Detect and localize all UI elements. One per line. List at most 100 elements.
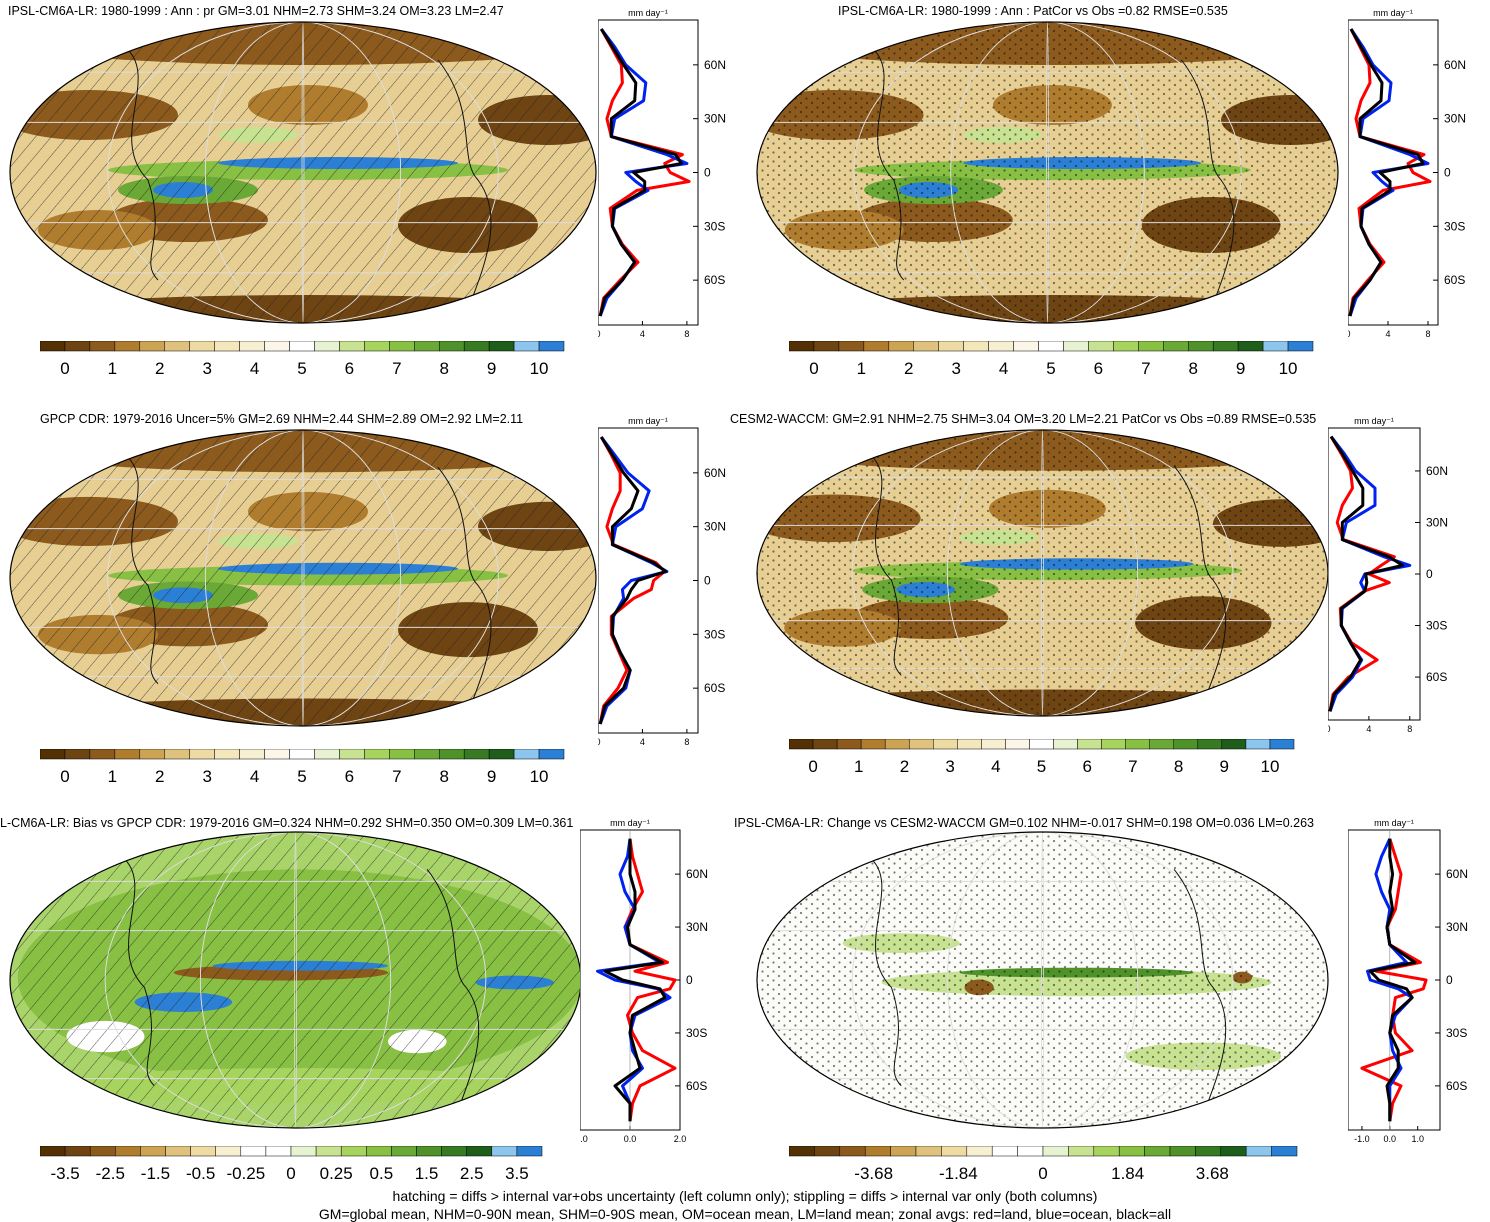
colorbar-swatch	[1149, 739, 1175, 750]
colorbar-swatch	[991, 1146, 1018, 1157]
colorbar-swatch	[988, 341, 1014, 352]
colorbar-label: 4	[250, 767, 259, 786]
colorbar-label: 8	[439, 359, 448, 378]
colorbar-swatch	[488, 749, 515, 760]
colorbar-swatch	[864, 1146, 891, 1157]
y-tick-label: 0	[686, 973, 693, 987]
colorbar-swatch	[933, 739, 958, 750]
colorbar-swatch	[139, 341, 166, 352]
colorbar-label: 0	[808, 757, 817, 776]
colorbar-label: -3.68	[854, 1164, 893, 1183]
y-tick-label: 60N	[1444, 58, 1466, 72]
colorbar-label: 7	[1141, 359, 1150, 378]
longitude-line	[851, 832, 1234, 1128]
world-map	[9, 21, 597, 324]
zonal-line-land	[598, 436, 667, 725]
colorbar-label: 8	[1174, 757, 1183, 776]
longitude-line	[851, 430, 1234, 716]
y-tick-label: 30S	[686, 1026, 707, 1040]
colorbar-swatch	[314, 341, 340, 352]
colorbar-label: 4	[991, 757, 1000, 776]
y-tick-label: 30S	[1426, 619, 1447, 633]
world-map	[9, 429, 597, 727]
y-tick-label: 60N	[704, 466, 726, 480]
colorbar-label: 6	[1094, 359, 1103, 378]
zonal-unit: mm day⁻¹	[1354, 416, 1394, 426]
x-tick-label: 0	[598, 329, 601, 339]
colorbar-swatch	[491, 1146, 518, 1157]
y-tick-label: 60S	[1444, 273, 1465, 287]
colorbar-label: 3	[202, 767, 211, 786]
y-tick-label: 30S	[704, 627, 725, 641]
colorbar-swatch	[389, 749, 415, 760]
colorbar: 0 1 2 3 4 5 6 7 8 9 10	[40, 749, 565, 786]
y-tick-label: 30S	[1444, 219, 1465, 233]
y-tick-label: 30N	[686, 920, 708, 934]
colorbar-label: 5	[1046, 359, 1055, 378]
colorbar-swatch	[264, 749, 290, 760]
colorbar-label: 9	[487, 767, 496, 786]
colorbar-swatch	[838, 341, 865, 352]
zonal-mean-plot: mm day⁻¹ 60N 30N 0 30S 60S -2.0 0.0 2.0	[580, 818, 708, 1144]
colorbar-label: 0	[286, 1164, 295, 1183]
colorbar-swatch	[789, 1146, 815, 1157]
y-tick-label: 60S	[704, 273, 725, 287]
colorbar-swatch	[1068, 1146, 1095, 1157]
colorbar-swatch	[314, 749, 340, 760]
colorbar-swatch	[89, 749, 116, 760]
coastline	[871, 859, 902, 1087]
colorbar-label: 1.84	[1111, 1164, 1144, 1183]
colorbar-swatch	[438, 749, 465, 760]
colorbar-swatch	[340, 1146, 367, 1157]
zonal-line-land	[1360, 838, 1428, 1122]
colorbar-label: 10	[1279, 359, 1298, 378]
colorbar-swatch	[1118, 1146, 1145, 1157]
x-tick-label: 0.0	[1384, 1134, 1397, 1144]
colorbar-label: 0	[60, 359, 69, 378]
x-tick-label: 0	[598, 737, 601, 747]
footer-line2: GM=global mean, NHM=0-90N mean, SHM=0-90…	[318, 1206, 1172, 1222]
zonal-mean-plot: mm day⁻¹ 60N 30N 0 30S 60S 0 4 8	[1348, 8, 1466, 339]
colorbar-swatch	[140, 1146, 166, 1157]
x-tick-label: 4	[640, 329, 645, 339]
colorbar-swatch	[64, 341, 91, 352]
longitude-line	[950, 22, 1145, 323]
colorbar-swatch	[441, 1146, 467, 1157]
zonal-line-land	[598, 28, 691, 317]
x-tick-label: 8	[684, 737, 689, 747]
world-map	[756, 429, 1329, 717]
colorbar-label: 0	[60, 767, 69, 786]
colorbar-swatch	[214, 749, 240, 760]
zonal-line-ocean	[1366, 838, 1414, 1122]
colorbar-swatch	[414, 749, 440, 760]
panel-title: IPSL-CM6A-LR: Change vs CESM2-WACCM GM=0…	[734, 816, 1314, 830]
colorbar-swatch	[364, 341, 390, 352]
longitude-line	[199, 832, 392, 1128]
colorbar-swatch	[913, 341, 939, 352]
map-frame	[756, 831, 1329, 1129]
y-tick-label: 60S	[704, 681, 725, 695]
colorbar-swatch	[1163, 341, 1189, 352]
zonal-line-all	[598, 436, 668, 725]
colorbar-swatch	[139, 749, 166, 760]
zonal-line-ocean	[596, 838, 672, 1122]
y-tick-label: 60N	[1446, 867, 1468, 881]
colorbar-swatch	[1029, 739, 1054, 750]
colorbar-label: 5	[297, 767, 306, 786]
map-frame	[9, 21, 597, 324]
colorbar-swatch	[1221, 739, 1247, 750]
colorbar-swatch	[890, 1146, 917, 1157]
zonal-mean-plot: mm day⁻¹ 60N 30N 0 30S 60S 0 4 8	[598, 8, 726, 339]
colorbar-label: 10	[1260, 757, 1279, 776]
colorbar-swatch	[863, 341, 890, 352]
colorbar-swatch	[414, 341, 440, 352]
colorbar-swatch	[981, 739, 1006, 750]
colorbar-swatch	[941, 1146, 968, 1157]
coastline	[437, 59, 492, 311]
y-tick-label: 30N	[1444, 112, 1466, 126]
colorbar-label: 4	[250, 359, 259, 378]
x-tick-label: 8	[1407, 724, 1412, 734]
y-tick-label: 0	[1426, 567, 1433, 581]
world-map	[9, 831, 582, 1129]
longitude-line	[204, 22, 402, 323]
